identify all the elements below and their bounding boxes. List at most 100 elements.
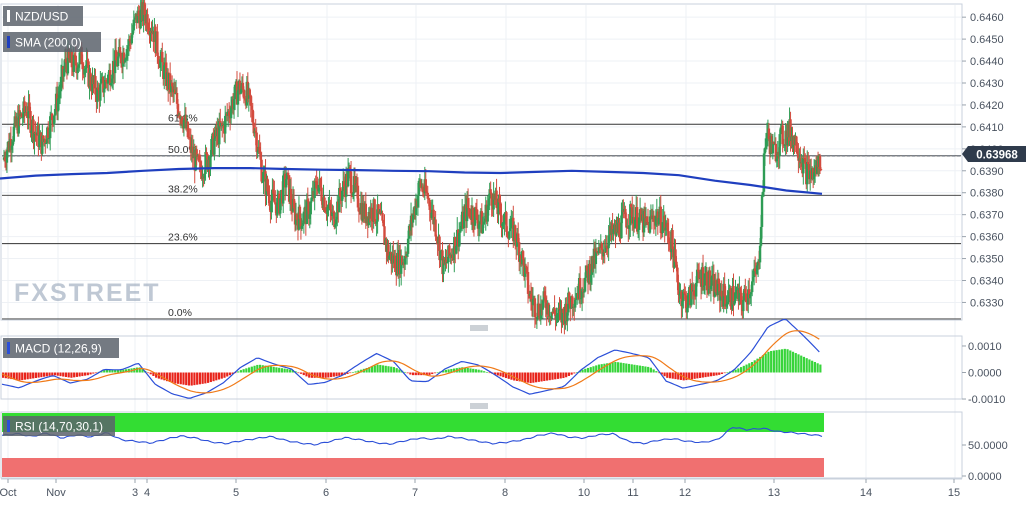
candle-body-up — [531, 299, 535, 305]
macd-bar-negative — [499, 372, 502, 377]
candle-body-up — [743, 288, 746, 300]
candle-body-up — [482, 221, 485, 225]
macd-bar-negative — [412, 372, 415, 376]
macd-bar-negative — [48, 372, 51, 376]
candle-body-down — [29, 111, 32, 133]
candle-body-up — [45, 143, 48, 145]
macd-bar-positive — [581, 369, 584, 373]
candle-body-down — [292, 198, 296, 209]
macd-bar-negative — [554, 372, 557, 380]
macd-bar-positive — [469, 368, 472, 373]
macd-bar-positive — [764, 353, 767, 373]
macd-bar-positive — [627, 363, 631, 373]
rsi-tag[interactable]: RSI (14,70,30,1) — [3, 416, 115, 436]
candle-body-up — [84, 67, 87, 69]
macd-bar-negative — [163, 372, 166, 381]
rsi-tick-label: 50.0000 — [968, 440, 1008, 452]
candle-body-down — [186, 121, 190, 138]
macd-bar-positive — [742, 365, 745, 373]
macd-bar-positive — [239, 370, 242, 373]
candle-body-down — [500, 215, 503, 226]
macd-signal-line — [1, 330, 820, 394]
candle-body-down — [419, 180, 423, 188]
macd-bar-positive — [808, 359, 811, 373]
candle-body-up — [442, 258, 445, 275]
candle-body-down — [89, 72, 92, 87]
candle-body-up — [686, 307, 689, 313]
candle-body-up — [742, 299, 745, 312]
candle-body-up — [305, 199, 309, 224]
candle-body-up — [163, 65, 166, 80]
candle-body-down — [553, 307, 556, 314]
sma-tag[interactable]: SMA (200,0) — [3, 32, 101, 52]
candle-body-up — [758, 245, 762, 263]
macd-bar-negative — [545, 372, 549, 381]
candle-body-down — [606, 247, 609, 249]
macd-bar-negative — [40, 372, 43, 378]
candle-body-up — [53, 109, 57, 116]
macd-bar-positive — [398, 369, 401, 373]
candle-body-down — [9, 139, 13, 150]
candle-body-up — [802, 158, 805, 174]
candle-body-down — [329, 202, 332, 210]
candle-body-down — [349, 171, 353, 194]
candle-body-up — [756, 261, 760, 266]
candle-body-down — [250, 105, 253, 110]
macd-bar-negative — [305, 372, 308, 377]
macd-bar-positive — [800, 355, 803, 373]
macd-tag[interactable]: MACD (12,26,9) — [3, 338, 119, 358]
candle-body-up — [602, 251, 605, 257]
macd-bar-positive — [750, 361, 754, 373]
macd-bar-positive — [761, 355, 765, 373]
candle-body-down — [708, 270, 712, 290]
macd-bar-negative — [414, 372, 417, 376]
macd-bar-negative — [212, 372, 215, 382]
macd-bar-negative — [521, 372, 524, 382]
candle-body-down — [598, 247, 602, 249]
macd-bar-positive — [256, 364, 259, 373]
macd-axis: 0.0010 0.0000 -0.0010 — [962, 341, 1005, 406]
candle-body-up — [752, 268, 756, 278]
candle-body-down — [701, 267, 705, 288]
macd-bar-positive — [606, 363, 609, 373]
candle-body-down — [517, 242, 521, 262]
rsi-oversold-band — [2, 458, 824, 477]
candle-body-up — [133, 17, 136, 20]
fibonacci-levels: 61.8%50.0%38.2%23.6%0.0% — [2, 112, 962, 320]
candle-body-up — [110, 78, 114, 83]
candlesticks — [2, 0, 823, 335]
macd-resize-handle[interactable] — [469, 325, 489, 331]
candle-body-down — [480, 211, 484, 234]
candle-body-down — [434, 219, 437, 237]
symbol-tag[interactable]: NZD/USD — [3, 6, 83, 26]
macd-bar-positive — [466, 367, 469, 373]
candle-body-up — [411, 214, 415, 223]
macd-bar-negative — [51, 372, 54, 376]
candle-body-down — [50, 113, 54, 121]
rsi-resize-handle[interactable] — [469, 403, 489, 409]
candle-body-up — [204, 151, 207, 174]
macd-bar-negative — [53, 372, 57, 376]
macd-bar-positive — [767, 351, 770, 373]
candle-body-down — [320, 187, 323, 202]
macd-bar-negative — [346, 372, 349, 374]
candle-body-up — [194, 149, 197, 171]
macd-bar-negative — [67, 372, 70, 378]
macd-bar-negative — [690, 372, 693, 380]
candle-body-up — [735, 292, 738, 294]
candle-body-up — [477, 224, 481, 229]
candle-body-up — [589, 274, 593, 283]
candle-body-up — [62, 68, 66, 77]
candle-body-up — [446, 262, 449, 264]
macd-tick-label: 0.0000 — [968, 368, 1002, 380]
macd-bar-negative — [502, 372, 505, 378]
macd-bar-negative — [59, 372, 62, 377]
candle-body-down — [400, 256, 404, 265]
macd-bar-positive — [384, 365, 387, 373]
candle-body-down — [114, 50, 118, 61]
candle-body-down — [266, 178, 269, 192]
macd-bar-negative — [234, 372, 237, 374]
macd-tick-label: -0.0010 — [968, 394, 1005, 406]
candle-body-up — [99, 83, 102, 101]
